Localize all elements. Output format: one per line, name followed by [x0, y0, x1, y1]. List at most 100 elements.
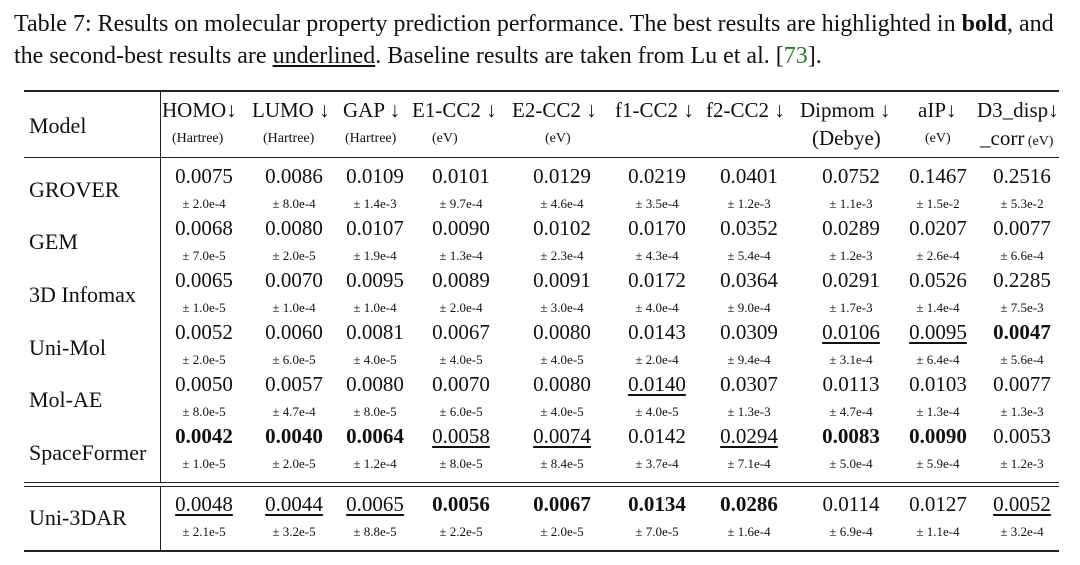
table-cell-value: 0.0048: [175, 492, 233, 516]
table-cell-error: ± 5.4e-4: [727, 248, 771, 263]
model-divider-upper: [160, 92, 161, 482]
table-cell-value: 0.0309: [720, 320, 778, 344]
table-cell-value: 0.0052: [993, 492, 1051, 516]
table-cell-error: ± 4.0e-5: [540, 404, 584, 419]
caption-end: ].: [807, 43, 822, 69]
table-cell-error: ± 2.0e-5: [540, 524, 584, 539]
table-cell-value: 0.0080: [533, 372, 591, 396]
table-cell-value: 0.0042: [175, 424, 233, 448]
table-cell-value: 0.0219: [628, 164, 686, 188]
table-cell-value: 0.0364: [720, 268, 778, 292]
table-cell-value: 0.0065: [346, 492, 404, 516]
table-cell-value: 0.0352: [720, 216, 778, 240]
table-cell-error: ± 1.3e-4: [439, 248, 483, 263]
table-cell-error: ± 3.2e-5: [272, 524, 316, 539]
table-cell-error: ± 6.0e-5: [439, 404, 483, 419]
table-cell-value: 0.0107: [346, 216, 404, 240]
table-cell-value: 0.0095: [346, 268, 404, 292]
table-cell-value: 0.0050: [175, 372, 233, 396]
table-cell-error: ± 3.5e-4: [635, 196, 679, 211]
table-cell-value: 0.0114: [822, 492, 880, 516]
table-cell-error: ± 6.6e-4: [1000, 248, 1044, 263]
table-cell-error: ± 8.0e-5: [353, 404, 397, 419]
table-cell-error: ± 3.7e-4: [635, 456, 679, 471]
column-unit: _corr (eV): [980, 126, 1053, 151]
table-cell-error: ± 2.0e-5: [272, 248, 316, 263]
table-cell-value: 0.0044: [265, 492, 323, 516]
table-cell-value: 0.0170: [628, 216, 686, 240]
table-cell-value: 0.0090: [909, 424, 967, 448]
table-cell-value: 0.0401: [720, 164, 778, 188]
mid-rule-a: [24, 482, 1059, 483]
table-cell-error: ± 3.2e-4: [1000, 524, 1044, 539]
table-cell-error: ± 1.5e-2: [916, 196, 960, 211]
table-cell-value: 0.0081: [346, 320, 404, 344]
table-cell-error: ± 8.0e-5: [439, 456, 483, 471]
table-cell-value: 0.0134: [628, 492, 686, 516]
table-cell-error: ± 2.6e-4: [916, 248, 960, 263]
table-cell-value: 0.0140: [628, 372, 686, 396]
column-header: E1-CC2 ↓: [412, 98, 497, 122]
table-cell-value: 0.0057: [265, 372, 323, 396]
table-cell-error: ± 2.3e-4: [540, 248, 584, 263]
model-name: SpaceFormer: [29, 440, 147, 465]
table-cell-value: 0.0064: [346, 424, 404, 448]
table-cell-error: ± 2.0e-4: [439, 300, 483, 315]
model-name: GEM: [29, 229, 78, 254]
caption-bold-word: bold: [961, 11, 1007, 37]
table-cell-value: 0.0103: [909, 372, 967, 396]
table-cell-value: 0.0526: [909, 268, 967, 292]
table-cell-error: ± 1.7e-3: [829, 300, 873, 315]
table-cell-value: 0.0091: [533, 268, 591, 292]
table-cell-error: ± 1.0e-5: [182, 300, 226, 315]
table-cell-value: 0.0067: [432, 320, 490, 344]
column-unit: (Hartree): [345, 131, 397, 146]
table-bottom-rule: [24, 550, 1059, 552]
citation-link[interactable]: 73: [783, 43, 808, 69]
table-cell-value: 0.0102: [533, 216, 591, 240]
model-name: Uni-Mol: [29, 335, 106, 360]
table-cell-error: ± 8.4e-5: [540, 456, 584, 471]
table-cell-error: ± 2.0e-4: [635, 352, 679, 367]
table-cell-error: ± 7.1e-4: [727, 456, 771, 471]
table-cell-error: ± 1.6e-4: [727, 524, 771, 539]
table-cell-error: ± 1.3e-3: [1000, 404, 1044, 419]
table-cell-value: 0.0095: [909, 320, 967, 344]
table-cell-error: ± 2.2e-5: [439, 524, 483, 539]
table-cell-error: ± 9.0e-4: [727, 300, 771, 315]
table-cell-error: ± 1.0e-5: [182, 456, 226, 471]
table-cell-error: ± 4.0e-5: [353, 352, 397, 367]
column-header: LUMO ↓: [252, 98, 330, 122]
table-cell-value: 0.0207: [909, 216, 967, 240]
table-cell-error: ± 4.6e-4: [540, 196, 584, 211]
column-unit: (eV): [545, 131, 571, 146]
table-cell-value: 0.0307: [720, 372, 778, 396]
table-cell-value: 0.0053: [993, 424, 1051, 448]
table-cell-error: ± 5.6e-4: [1000, 352, 1044, 367]
caption-suffix: . Baseline results are taken from Lu et …: [375, 43, 784, 69]
table-caption: Table 7: Results on molecular property p…: [14, 8, 1070, 72]
table-cell-value: 0.0089: [432, 268, 490, 292]
table-cell-error: ± 3.0e-4: [540, 300, 584, 315]
column-unit-suffix: (eV): [1024, 134, 1054, 149]
table-cell-error: ± 1.2e-3: [829, 248, 873, 263]
table-cell-value: 0.0101: [432, 164, 490, 188]
table-cell-error: ± 6.9e-4: [829, 524, 873, 539]
table-cell-error: ± 4.0e-5: [635, 404, 679, 419]
table-cell-value: 0.0047: [993, 320, 1051, 344]
table-cell-value: 0.0058: [432, 424, 490, 448]
table-cell-value: 0.0294: [720, 424, 778, 448]
table-cell-error: ± 8.8e-5: [353, 524, 397, 539]
table-cell-value: 0.0070: [265, 268, 323, 292]
table-cell-error: ± 7.5e-3: [1000, 300, 1044, 315]
table-cell-error: ± 4.0e-5: [540, 352, 584, 367]
column-header: Dipmom ↓: [800, 98, 891, 122]
table-cell-error: ± 1.4e-4: [916, 300, 960, 315]
table-cell-error: ± 1.1e-4: [916, 524, 960, 539]
table-cell-error: ± 3.1e-4: [829, 352, 873, 367]
table-cell-value: 0.0056: [432, 492, 490, 516]
table-top-rule: [24, 90, 1059, 92]
table-cell-value: 0.0077: [993, 372, 1051, 396]
column-header: f2-CC2 ↓: [706, 98, 785, 122]
column-unit: (eV): [925, 131, 951, 146]
